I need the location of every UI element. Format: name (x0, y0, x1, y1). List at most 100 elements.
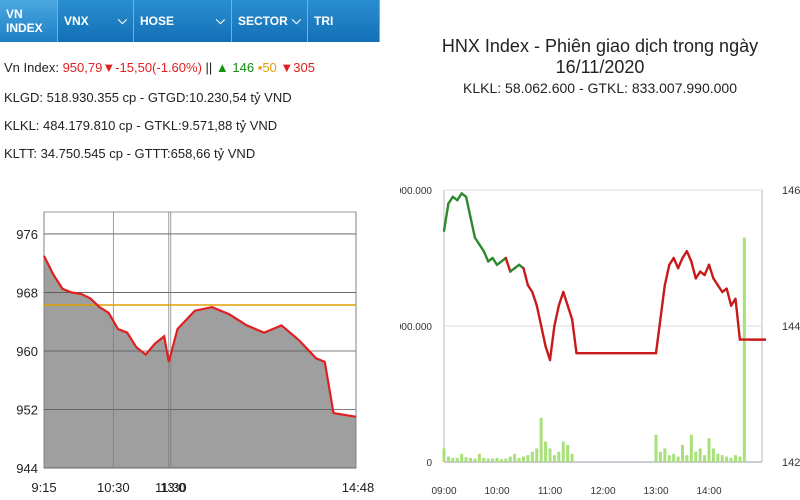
index-line-segment (734, 297, 742, 341)
volume-bar (495, 457, 499, 462)
volume-bar (446, 456, 450, 462)
x-tick-label: 10:30 (97, 480, 130, 495)
volume-bar (654, 434, 658, 462)
x-tick-label: 13:00 (643, 486, 668, 497)
x-tick-label: 9:15 (31, 480, 56, 495)
volume-bar (508, 456, 512, 462)
chevron-down-icon: ⌵ (215, 13, 225, 27)
volume-bar (685, 455, 689, 462)
chevron-down-icon: ⌵ (291, 13, 301, 27)
index-area (44, 255, 356, 468)
y-right-tick-label: 146 (782, 185, 800, 197)
hnx-chart-subtitle: KLKL: 58.062.600 - GTKL: 833.007.990.000 (463, 80, 737, 96)
index-line-segment (553, 304, 561, 328)
volume-bar (455, 457, 459, 462)
volume-bar (477, 453, 481, 462)
volume-bar (517, 457, 521, 462)
y-left-tick-label: 0 (426, 458, 432, 469)
index-line-segment (442, 202, 450, 233)
index-line-segment (548, 324, 556, 362)
index-line-segment (464, 195, 472, 219)
volume-bar (513, 453, 517, 462)
volume-bar (486, 458, 490, 462)
decliners-count: ▼305 (280, 60, 315, 75)
index-line-segment (694, 270, 702, 280)
index-line-segment (473, 236, 481, 246)
index-line-segment (482, 249, 490, 263)
volume-bar (504, 458, 508, 462)
index-line-segment (531, 290, 539, 307)
volume-bar (473, 458, 477, 462)
volume-bar (738, 456, 742, 462)
volume-bar (725, 456, 729, 462)
x-tick-label: 10:00 (484, 486, 509, 497)
volume-bar (469, 457, 472, 462)
volume-bar (464, 457, 468, 462)
index-line-segment (672, 256, 680, 270)
index-line-segment (707, 263, 715, 280)
y-tick-label: 976 (16, 227, 38, 242)
index-line-segment (663, 263, 671, 287)
index-line (43, 255, 357, 418)
volume-bar (716, 453, 720, 462)
index-line-segment (690, 260, 697, 280)
volume-bar (703, 455, 707, 462)
x-tick-label: 14:00 (696, 486, 721, 497)
x-tick-label: 11:30 (155, 480, 187, 495)
tab-sector[interactable]: SECTOR ⌵ (232, 0, 308, 42)
index-line-segment (447, 195, 454, 205)
volume-bar (667, 455, 671, 462)
volume-bar (698, 448, 702, 462)
index-line-segment (566, 304, 574, 321)
vnindex-panel: VN INDEX VNX ⌵ HOSE ⌵ SECTOR ⌵ TRI Vn Index… (0, 0, 380, 500)
volume-bar (539, 417, 543, 462)
index-line-segment (716, 284, 724, 294)
info-line-negotiated: KLTT: 34.750.545 cp - GTTT:658,66 tỷ VND (4, 146, 256, 161)
index-line-segment (562, 290, 569, 307)
separator: || (205, 60, 213, 75)
index-line-segment (535, 304, 543, 328)
volume-bar (522, 456, 525, 462)
index-line-segment (504, 256, 512, 273)
tab-vn-index[interactable]: VN INDEX (0, 0, 58, 42)
y-tick-label: 944 (16, 461, 38, 476)
x-tick-label: 14:48 (342, 480, 375, 495)
hnx-chart-title: HNX Index - Phiên giao dịch trong ngày 1… (441, 36, 759, 77)
volume-bar (720, 455, 724, 462)
tab-vnx[interactable]: VNX ⌵ (58, 0, 134, 42)
volume-bar (548, 448, 552, 462)
index-line-segment (685, 249, 693, 263)
index-line-segment (654, 318, 662, 355)
volume-bar (451, 457, 455, 462)
tab-hose[interactable]: HOSE ⌵ (134, 0, 232, 42)
index-line-segment (522, 267, 530, 287)
volume-bar (570, 453, 574, 462)
index-label: Vn Index: (4, 60, 59, 75)
volume-bar (729, 457, 733, 462)
volume-bar (482, 457, 486, 462)
unchanged-count: ▪50 (257, 60, 277, 75)
volume-bar (742, 237, 746, 462)
x-tick-label: 09:00 (431, 486, 456, 497)
tab-tri[interactable]: TRI (308, 0, 380, 42)
volume-bar (557, 451, 561, 462)
y-right-tick-label: 144 (782, 321, 800, 333)
volume-bar (491, 458, 495, 462)
volume-bar (530, 451, 534, 462)
volume-bar (658, 451, 662, 462)
volume-bar (442, 448, 446, 462)
y-left-tick-label: 2.000.000 (400, 322, 432, 333)
index-line-segment (526, 284, 534, 294)
y-right-tick-label: 142 (782, 457, 800, 469)
advancers-count: ▲ 146 (215, 60, 255, 75)
volume-bar (689, 434, 693, 462)
info-line-volume: KLGD: 518.930.355 cp - GTGD:10.230,54 tỷ… (4, 90, 292, 105)
y-tick-label: 968 (16, 285, 38, 300)
volume-bar (694, 451, 698, 462)
index-line-segment (725, 287, 733, 307)
index-line-segment (478, 243, 486, 253)
index-line-segment (539, 324, 547, 348)
volume-bar (681, 445, 684, 462)
volume-bar (460, 453, 464, 462)
